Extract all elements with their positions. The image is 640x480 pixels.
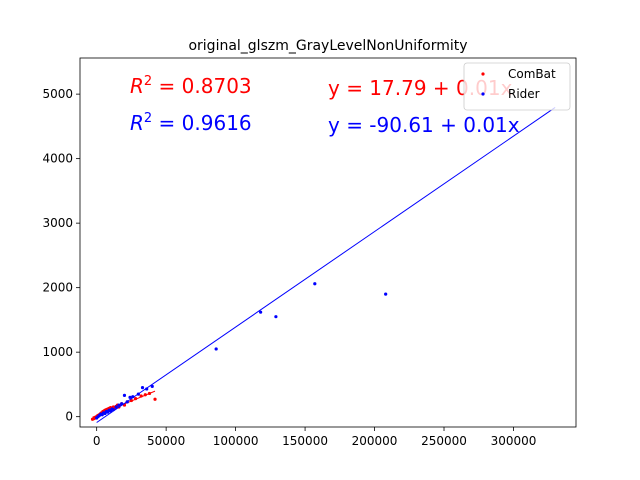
data-layer [90, 107, 556, 423]
x-tick-label: 300000 [491, 434, 537, 448]
y-tick-label: 2000 [42, 281, 73, 295]
x-tick-label: 0 [93, 434, 101, 448]
y-tick-label: 5000 [42, 87, 73, 101]
data-point-rider [214, 347, 218, 351]
data-point-rider [274, 315, 278, 319]
legend-label-combat: ComBat [508, 67, 556, 81]
legend: ComBat Rider [463, 62, 571, 111]
y-tick-label: 3000 [42, 216, 73, 230]
legend-box [463, 62, 571, 111]
x-tick-label: 250000 [421, 434, 467, 448]
y-tick-label: 0 [65, 410, 73, 424]
fit-equation-label: y = -90.61 + 0.01x [328, 113, 520, 137]
plot-area: 0 50000 100000 150000 200000 250000 300000 0 100… [42, 57, 577, 448]
data-point-rider [150, 384, 154, 388]
data-point-rider [117, 403, 121, 407]
legend-marker-rider [481, 92, 485, 96]
data-point-rider [384, 292, 388, 296]
data-point-rider [140, 386, 145, 390]
legend-marker-combat [481, 72, 485, 76]
data-point-rider [313, 282, 317, 286]
data-point-combat [153, 397, 157, 401]
x-tick-label: 50000 [147, 434, 185, 448]
r-squared-label: R2 = 0.9616 [130, 111, 252, 135]
x-tick-label: 100000 [213, 434, 259, 448]
axes-frame [79, 57, 577, 428]
legend-label-rider: Rider [508, 87, 540, 101]
chart-title: original_glszm_GrayLevelNonUniformity [188, 38, 467, 54]
y-tick-label: 1000 [42, 345, 73, 359]
y-tick-label: 4000 [42, 152, 73, 166]
x-tick-label: 200000 [352, 434, 398, 448]
r-squared-label: R2 = 0.8703 [130, 74, 252, 98]
data-point-rider [128, 395, 132, 399]
fit-line-rider [96, 107, 556, 423]
x-tick-label: 150000 [282, 434, 328, 448]
data-point-rider [259, 310, 263, 314]
data-point-rider [114, 405, 118, 409]
data-point-rider [122, 393, 127, 397]
